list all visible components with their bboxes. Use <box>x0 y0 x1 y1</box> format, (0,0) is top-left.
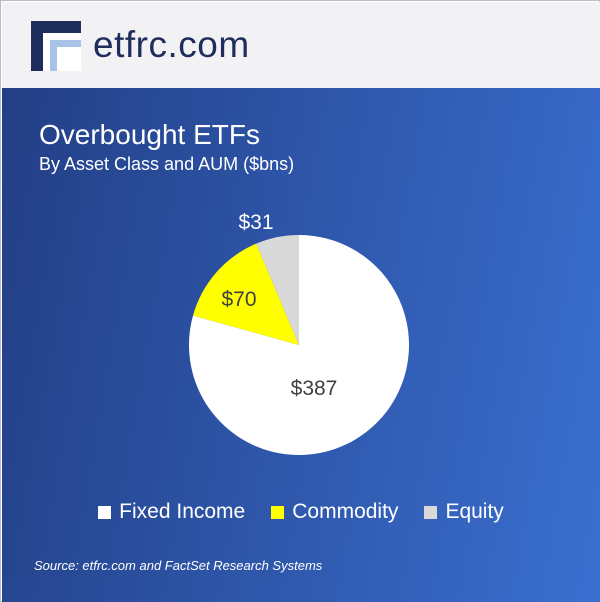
legend-swatch-commodity <box>271 505 285 519</box>
legend-label-fixed-income: Fixed Income <box>119 500 246 523</box>
data-label-equity: $31 <box>238 211 273 234</box>
etfrc-logo-icon <box>31 21 81 71</box>
legend-item-commodity: Commodity <box>271 500 398 524</box>
source-note: Source: etfrc.com and FactSet Research S… <box>34 558 323 573</box>
legend-item-fixed-income: Fixed Income <box>98 500 245 524</box>
chart-subtitle: By Asset Class and AUM ($bns) <box>39 154 295 174</box>
legend-item-equity: Equity <box>424 500 504 524</box>
pie-slice-equity <box>256 235 299 345</box>
legend-label-commodity: Commodity <box>292 500 399 523</box>
chart-legend: Fixed Income Commodity Equity <box>2 498 600 526</box>
logo-text: etfrc.com <box>93 24 250 65</box>
pie-chart: $387 $70 $31 <box>189 211 409 455</box>
data-label-fixed-income: $387 <box>291 377 338 400</box>
chart-title: Overbought ETFs <box>39 119 260 150</box>
chart-panel: Overbought ETFs By Asset Class and AUM (… <box>2 88 600 602</box>
legend-label-equity: Equity <box>445 500 504 523</box>
legend-swatch-fixed-income <box>98 505 112 519</box>
legend-swatch-equity <box>424 505 438 519</box>
data-label-commodity: $70 <box>221 288 256 311</box>
pie-slice-commodity <box>192 243 299 345</box>
header-bar: etfrc.com <box>2 2 600 88</box>
